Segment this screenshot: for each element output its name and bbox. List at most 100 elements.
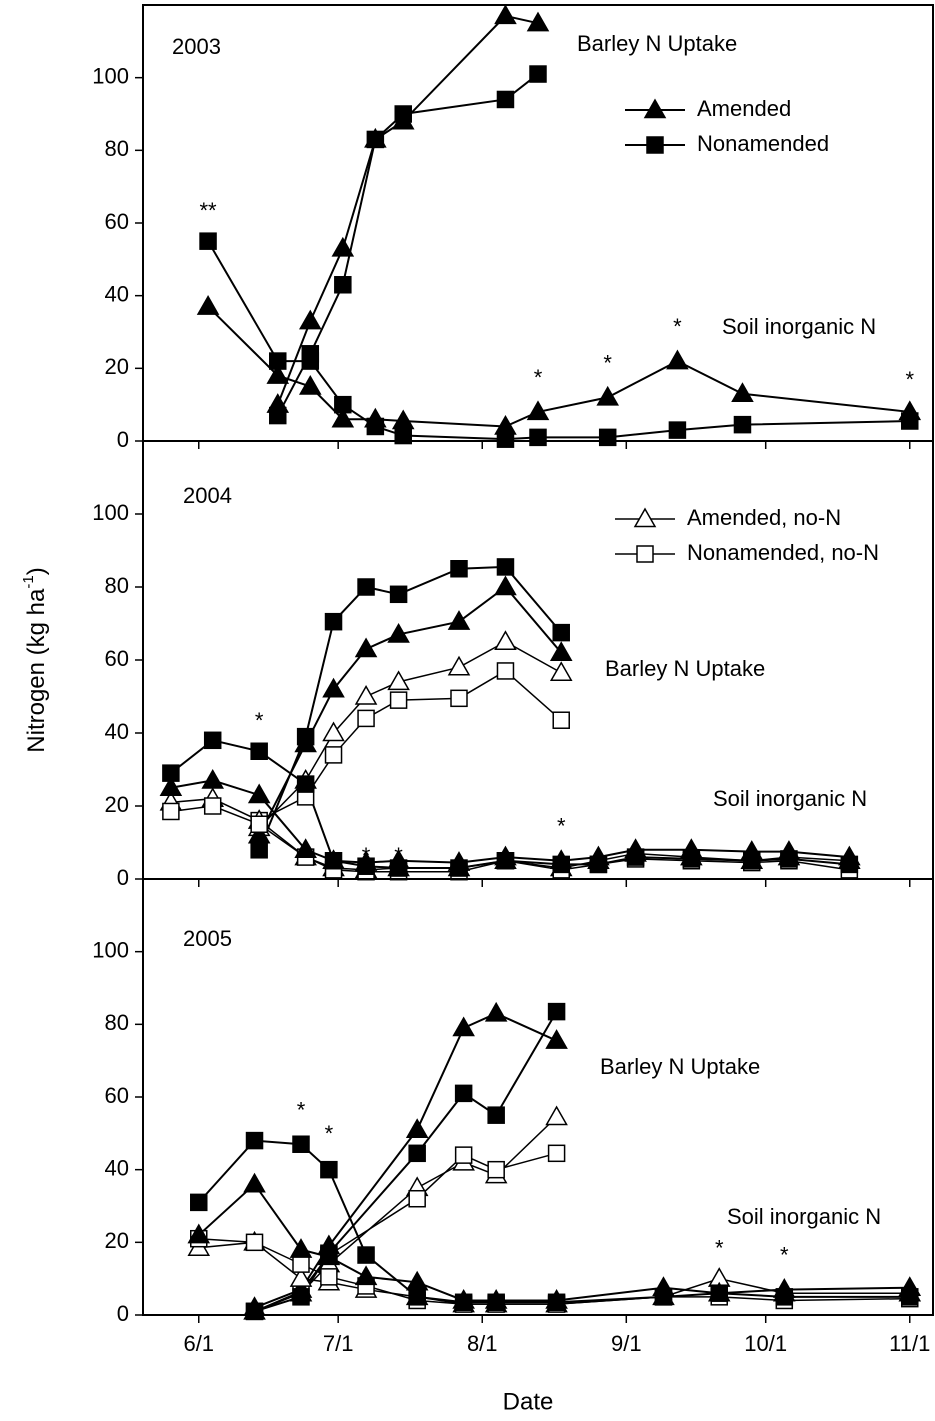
- square-marker: [292, 1288, 310, 1306]
- square-marker: [682, 850, 701, 868]
- y-tick-label: 0: [117, 427, 129, 452]
- square-marker: [245, 1302, 264, 1321]
- square-marker: [454, 1293, 473, 1312]
- square-marker: [162, 802, 180, 821]
- triangle-marker: [633, 507, 657, 528]
- square-marker: [598, 428, 617, 447]
- series-line: [170, 805, 850, 873]
- square-marker: [296, 727, 315, 746]
- square-marker: [636, 545, 654, 563]
- square-marker: [324, 612, 343, 631]
- triangle-marker: [387, 622, 410, 643]
- square-marker: [394, 105, 412, 123]
- square-marker: [840, 855, 859, 874]
- square-marker: [162, 764, 180, 782]
- square-marker: [646, 136, 664, 154]
- square-marker: [626, 848, 645, 866]
- square-marker: [668, 421, 687, 439]
- panel-label: Barley N Uptake: [600, 1054, 760, 1079]
- triangle-marker: [331, 236, 355, 257]
- annotation: *: [780, 1243, 789, 1268]
- square-marker: [190, 1193, 208, 1212]
- triangle-marker: [494, 4, 517, 25]
- y-tick-label: 80: [105, 573, 129, 598]
- y-tick-label: 40: [105, 719, 129, 744]
- annotation: *: [255, 708, 264, 733]
- triangle-marker: [247, 783, 271, 804]
- square-marker: [245, 1131, 264, 1150]
- square-marker: [320, 1268, 338, 1286]
- square-marker: [487, 1106, 505, 1124]
- annotation: *: [673, 314, 682, 339]
- square-marker: [296, 775, 315, 793]
- y-tick-label: 20: [105, 792, 129, 817]
- legend-label: Nonamended: [697, 131, 829, 156]
- square-marker: [901, 412, 919, 430]
- square-marker: [454, 1084, 473, 1103]
- square-marker: [366, 130, 385, 149]
- triangle-marker: [447, 655, 471, 676]
- y-axis-label: Nitrogen (kg ha-1): [20, 567, 50, 752]
- y-tick-label: 80: [105, 1010, 129, 1035]
- square-marker: [408, 1189, 426, 1208]
- x-axis-label: Date: [503, 1388, 554, 1415]
- square-marker: [357, 709, 375, 728]
- square-marker: [529, 65, 547, 83]
- square-marker: [547, 1002, 566, 1021]
- panel-label: Soil inorganic N: [727, 1204, 881, 1229]
- square-marker: [487, 1293, 505, 1312]
- square-marker: [496, 90, 515, 109]
- annotation: *: [325, 1121, 334, 1146]
- triangle-marker: [545, 1105, 568, 1126]
- annotation: *: [362, 843, 371, 868]
- square-marker: [487, 1160, 505, 1179]
- triangle-marker: [201, 768, 224, 789]
- legend-label: Nonamended, no-N: [687, 540, 879, 565]
- y-tick-label: 100: [92, 500, 129, 525]
- square-marker: [203, 731, 222, 750]
- square-marker: [269, 352, 287, 370]
- y-tick-label: 60: [105, 1083, 129, 1108]
- triangle-marker: [447, 610, 471, 630]
- square-marker: [496, 852, 515, 870]
- square-marker: [324, 746, 343, 764]
- triangle-marker: [243, 1172, 266, 1193]
- square-marker: [552, 711, 570, 729]
- triangle-marker: [387, 670, 410, 691]
- square-marker: [408, 1144, 426, 1163]
- triangle-marker: [322, 677, 345, 698]
- triangle-marker: [317, 1245, 341, 1266]
- triangle-marker: [299, 374, 322, 395]
- square-marker: [389, 585, 408, 604]
- y-tick-label: 60: [105, 209, 129, 234]
- y-tick-label: 20: [105, 354, 129, 379]
- square-marker: [496, 430, 515, 448]
- square-marker: [450, 859, 468, 877]
- square-marker: [780, 850, 798, 868]
- y-tick-label: 80: [105, 136, 129, 161]
- square-marker: [203, 797, 222, 815]
- square-marker: [292, 1135, 310, 1153]
- y-tick-label: 40: [105, 1155, 129, 1180]
- y-tick-label: 0: [117, 1301, 129, 1326]
- square-marker: [408, 1288, 426, 1306]
- series-line: [170, 739, 850, 870]
- triangle-marker: [545, 1029, 568, 1049]
- square-marker: [733, 415, 752, 434]
- triangle-marker: [731, 382, 754, 403]
- square-marker: [334, 276, 352, 294]
- y-tick-label: 100: [92, 937, 129, 962]
- triangle-marker: [289, 1238, 313, 1258]
- y-axis-label-part: Nitrogen (kg ha: [23, 588, 50, 753]
- series-line: [207, 240, 910, 441]
- x-tick-label: 8/1: [467, 1331, 498, 1356]
- square-marker: [301, 352, 320, 370]
- triangle-marker: [452, 1016, 475, 1037]
- square-marker: [454, 1146, 473, 1164]
- series-line: [258, 565, 562, 851]
- square-marker: [901, 1288, 919, 1306]
- panel-label: Soil inorganic N: [722, 314, 876, 339]
- triangle-marker: [526, 400, 550, 421]
- panel-label: Barley N Uptake: [605, 656, 765, 681]
- triangle-marker: [354, 1265, 378, 1286]
